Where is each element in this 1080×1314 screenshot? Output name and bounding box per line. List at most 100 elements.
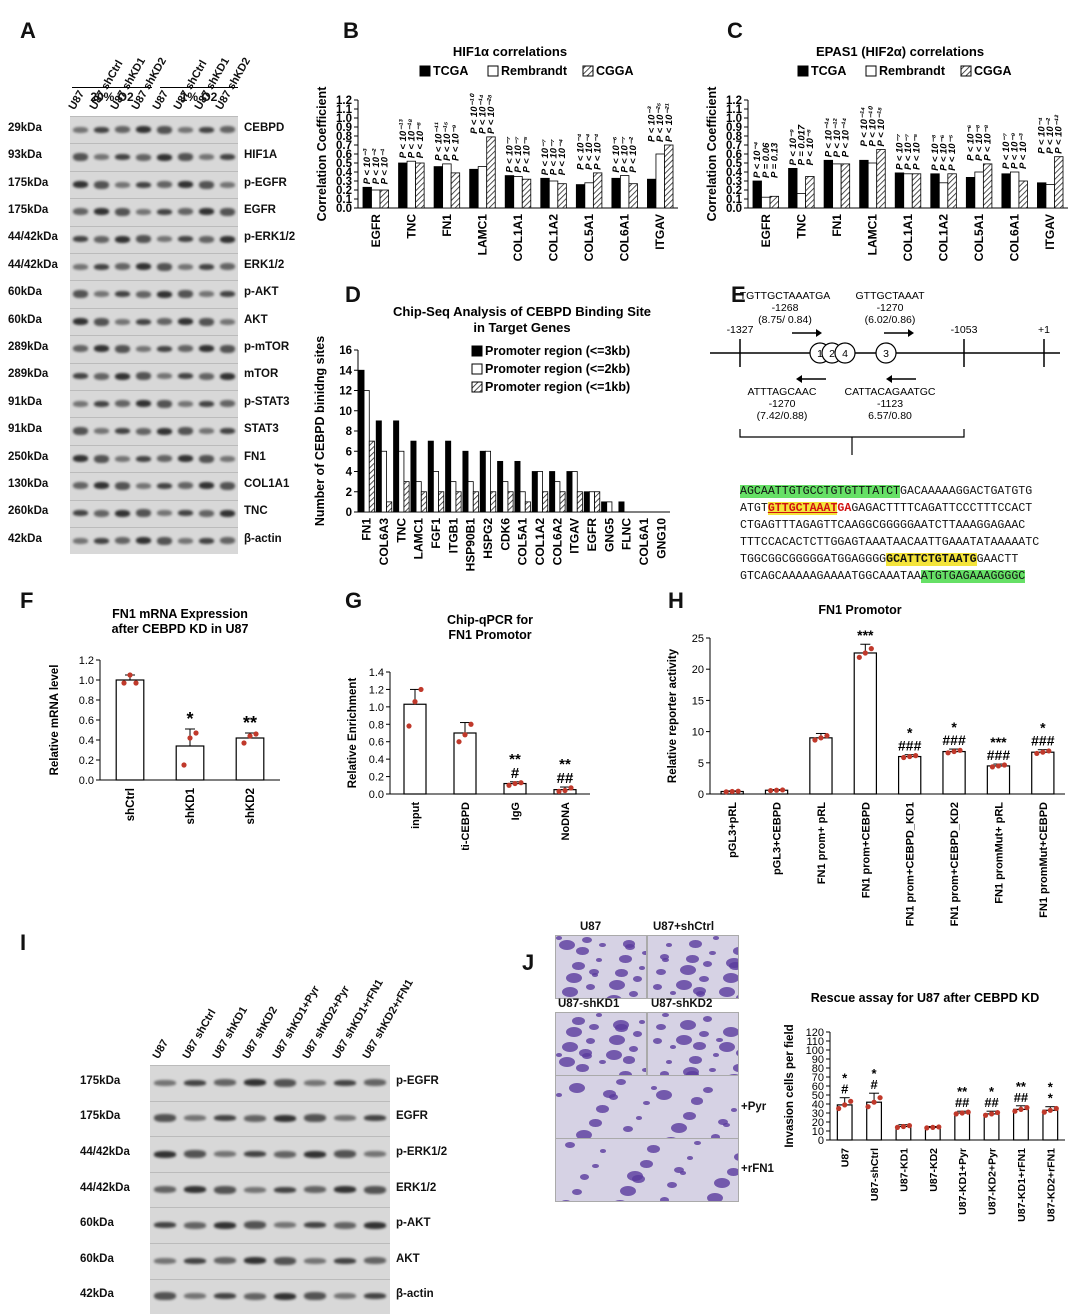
invading-cell — [608, 1093, 619, 1100]
bar-lamc1-rembrandt — [477, 166, 488, 209]
y-tick-label: 14 — [339, 365, 352, 377]
blot-band — [72, 373, 89, 380]
significance-mark: * — [1040, 720, 1046, 736]
blot-band — [156, 510, 173, 517]
bar-gng5-promoter-region-3kb — [601, 501, 608, 513]
blot-band — [156, 262, 173, 271]
invading-cell — [589, 968, 599, 975]
bar-egfr-promoter-region-2kb — [588, 491, 595, 513]
invasion-photo — [647, 1012, 739, 1076]
invading-cell — [585, 983, 596, 990]
y-tick-label: 12 — [339, 386, 352, 398]
x-tick-label: FN1 prom+CEBPD_KD2 — [949, 802, 961, 926]
blot-band — [156, 208, 173, 215]
invading-cell — [599, 943, 606, 948]
blot-band — [156, 455, 173, 462]
x-tick-label: FN1 prom+CEBPD_KD1 — [905, 802, 917, 926]
data-point — [856, 654, 862, 660]
molecular-weight-label: 175kDa — [80, 1074, 121, 1087]
data-point — [1047, 1107, 1053, 1113]
y-tick-label: 0.0 — [726, 203, 742, 215]
chart-h: FN1 Promotor 0 5 10 15 20 25 Relative reporter … — [667, 603, 1065, 926]
p-value-annotation: P < 10⁻⁴ — [576, 133, 587, 169]
p-value-annotation: P < 10⁻⁸ — [805, 129, 816, 165]
data-point — [506, 782, 512, 788]
p-value-annotation: P < 10⁻⁸ — [983, 125, 994, 161]
invading-cell — [605, 994, 622, 998]
bar-col5a1-rembrandt — [974, 171, 984, 209]
chart-b: HIF1α correlations0.00.10.20.30.40.50.60… — [315, 44, 678, 261]
blot-band — [219, 318, 236, 325]
y-tick-label: 1.1 — [336, 104, 353, 116]
invading-cell — [723, 1123, 730, 1128]
data-point — [1034, 750, 1040, 757]
bar-tnc-tcga — [398, 162, 408, 209]
invading-cell — [559, 1199, 573, 1201]
x-tick-label: U87-shCtrl — [869, 1148, 881, 1201]
bar-tnc-rembrandt — [796, 193, 806, 209]
protein-label: p-STAT3 — [244, 395, 290, 408]
blot-band — [93, 154, 110, 161]
blot-band — [183, 1221, 207, 1229]
invading-cell — [679, 1171, 687, 1176]
y-tick-label: 0.6 — [336, 149, 352, 161]
y-tick-label: 0.7 — [336, 140, 352, 152]
protein-label: p-ERK1/2 — [244, 231, 296, 244]
invading-cell — [562, 987, 579, 998]
protein-label: CEBPD — [244, 121, 285, 134]
data-point — [906, 1123, 913, 1129]
invading-cell — [556, 1052, 563, 1057]
p-value-annotation: P < 10⁻¹⁴ — [477, 94, 488, 134]
bar-col6a1-rembrandt — [1009, 171, 1020, 209]
treatment-label: +Pyr — [741, 1101, 767, 1113]
bar-col6a3-promoter-region-3kb — [375, 420, 382, 513]
bar-u87-kd2-pyr — [983, 1113, 1000, 1141]
molecular-weight-label: 60kDa — [8, 286, 42, 299]
panel-label-e: E — [731, 282, 746, 307]
bar-shkd1 — [175, 745, 205, 781]
data-point — [568, 785, 574, 791]
blot-band — [135, 455, 152, 462]
blot-band — [156, 236, 173, 243]
p-value-annotation: P < 10⁻² — [371, 148, 382, 184]
bar-fn1-cgga — [450, 172, 461, 209]
y-tick-label: 0.2 — [79, 755, 94, 767]
blot-band — [198, 345, 215, 353]
data-point — [894, 1124, 901, 1130]
invading-cell — [719, 1042, 736, 1053]
arrow-head — [796, 375, 802, 383]
bar-cdk6-promoter-region-2kb — [502, 481, 509, 513]
y-tick-label: 120 — [806, 1027, 824, 1039]
blot-band — [198, 180, 215, 189]
blot-band — [72, 236, 89, 243]
panel-label-f: F — [20, 588, 34, 613]
blot-band — [177, 345, 194, 353]
blot-band — [153, 1114, 177, 1123]
x-tick-label: COL5A1 — [516, 518, 530, 566]
bar-lamc1-promoter-region-1kb — [420, 491, 427, 513]
invading-cell — [589, 1023, 599, 1030]
blot-band — [198, 372, 215, 380]
significance-mark: * — [1048, 1091, 1054, 1106]
blot-band — [114, 154, 131, 161]
data-point — [1046, 748, 1052, 754]
blot-band — [135, 400, 152, 408]
protein-label: p-AKT — [244, 286, 279, 299]
data-point — [241, 740, 247, 746]
invading-cell — [675, 980, 692, 991]
x-tick-label: GNG10 — [654, 518, 668, 559]
bar-egfr-promoter-region-1kb — [594, 491, 601, 513]
bar-u87-kd1-pyr — [954, 1112, 971, 1141]
invasion-photo — [647, 935, 739, 999]
data-point — [193, 730, 199, 736]
invading-cell — [642, 1067, 646, 1072]
p-value-annotation: P < 10⁻⁷ — [504, 136, 515, 172]
chart-title: FN1 Promotor — [448, 628, 531, 642]
blot-band — [243, 1151, 267, 1157]
invading-cell — [625, 944, 635, 951]
blot-band — [243, 1186, 267, 1193]
blot-band — [198, 291, 215, 298]
p-value-annotation: P = 0.06 — [761, 142, 772, 178]
legend-entry: Promoter region (<=3kb) — [485, 344, 630, 358]
blot-band — [114, 235, 131, 243]
